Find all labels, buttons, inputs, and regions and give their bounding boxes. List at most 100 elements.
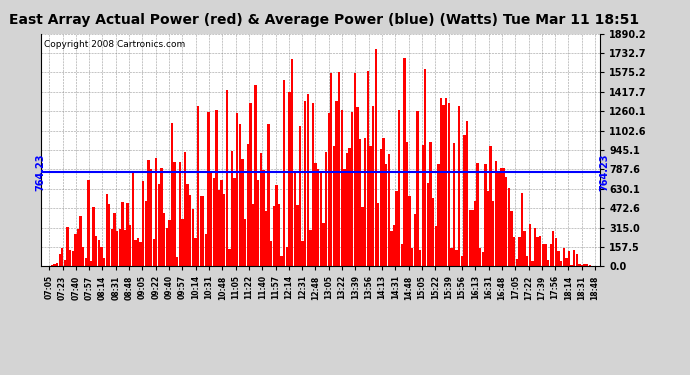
Bar [259, 153, 262, 266]
Bar [377, 203, 380, 266]
Bar [113, 213, 116, 266]
Bar [145, 201, 147, 266]
Bar [362, 207, 364, 266]
Text: East Array Actual Power (red) & Average Power (blue) (Watts) Tue Mar 11 18:51: East Array Actual Power (red) & Average … [9, 13, 640, 27]
Bar [79, 216, 81, 266]
Bar [69, 250, 71, 266]
Bar [584, 264, 586, 266]
Bar [471, 210, 473, 266]
Bar [275, 185, 277, 266]
Bar [72, 251, 74, 266]
Bar [426, 183, 429, 266]
Bar [241, 159, 244, 266]
Bar [330, 74, 333, 266]
Bar [492, 201, 495, 266]
Bar [147, 160, 150, 266]
Bar [435, 226, 437, 266]
Bar [351, 112, 353, 266]
Bar [100, 247, 103, 266]
Bar [124, 230, 126, 266]
Bar [411, 248, 413, 266]
Bar [356, 107, 359, 266]
Text: 764.23: 764.23 [35, 153, 46, 191]
Bar [244, 219, 246, 266]
Bar [315, 163, 317, 266]
Bar [382, 138, 385, 266]
Bar [121, 202, 124, 266]
Bar [552, 231, 555, 266]
Bar [288, 92, 290, 266]
Bar [505, 177, 507, 266]
Bar [197, 106, 199, 266]
Bar [335, 101, 337, 266]
Bar [463, 135, 466, 266]
Bar [497, 172, 500, 266]
Bar [568, 251, 570, 266]
Bar [544, 244, 546, 266]
Bar [453, 142, 455, 266]
Bar [333, 146, 335, 266]
Bar [252, 204, 254, 266]
Bar [476, 163, 479, 266]
Bar [555, 238, 557, 266]
Bar [388, 154, 390, 266]
Bar [401, 244, 403, 266]
Bar [414, 214, 416, 266]
Bar [458, 106, 460, 266]
Bar [186, 184, 189, 266]
Bar [346, 153, 348, 266]
Bar [495, 160, 497, 266]
Bar [163, 213, 166, 266]
Bar [262, 170, 264, 266]
Bar [87, 180, 90, 266]
Bar [255, 85, 257, 266]
Bar [126, 203, 129, 266]
Bar [393, 225, 395, 266]
Bar [474, 201, 476, 266]
Bar [246, 144, 249, 266]
Bar [66, 227, 69, 266]
Bar [50, 265, 53, 266]
Bar [291, 59, 293, 266]
Bar [573, 250, 575, 266]
Bar [451, 248, 453, 266]
Bar [270, 241, 273, 266]
Bar [236, 113, 239, 266]
Bar [455, 250, 458, 266]
Bar [328, 112, 330, 266]
Bar [432, 198, 434, 266]
Bar [302, 241, 304, 266]
Bar [142, 181, 144, 266]
Bar [461, 256, 463, 266]
Bar [511, 211, 513, 266]
Bar [375, 49, 377, 266]
Bar [166, 228, 168, 266]
Bar [395, 190, 397, 266]
Text: Copyright 2008 Cartronics.com: Copyright 2008 Cartronics.com [44, 40, 186, 49]
Bar [82, 247, 84, 266]
Bar [116, 231, 118, 266]
Bar [273, 206, 275, 266]
Text: 764.23: 764.23 [599, 153, 609, 191]
Bar [531, 261, 533, 266]
Bar [429, 142, 432, 266]
Bar [571, 265, 573, 266]
Bar [137, 238, 139, 266]
Bar [59, 254, 61, 266]
Bar [202, 196, 204, 266]
Bar [160, 168, 163, 266]
Bar [560, 261, 562, 266]
Bar [513, 237, 515, 266]
Bar [484, 164, 486, 266]
Bar [502, 168, 505, 266]
Bar [424, 69, 426, 266]
Bar [406, 142, 408, 266]
Bar [408, 196, 411, 266]
Bar [223, 194, 226, 266]
Bar [442, 105, 445, 266]
Bar [366, 70, 369, 266]
Bar [547, 260, 549, 266]
Bar [398, 110, 400, 266]
Bar [322, 223, 324, 266]
Bar [213, 178, 215, 266]
